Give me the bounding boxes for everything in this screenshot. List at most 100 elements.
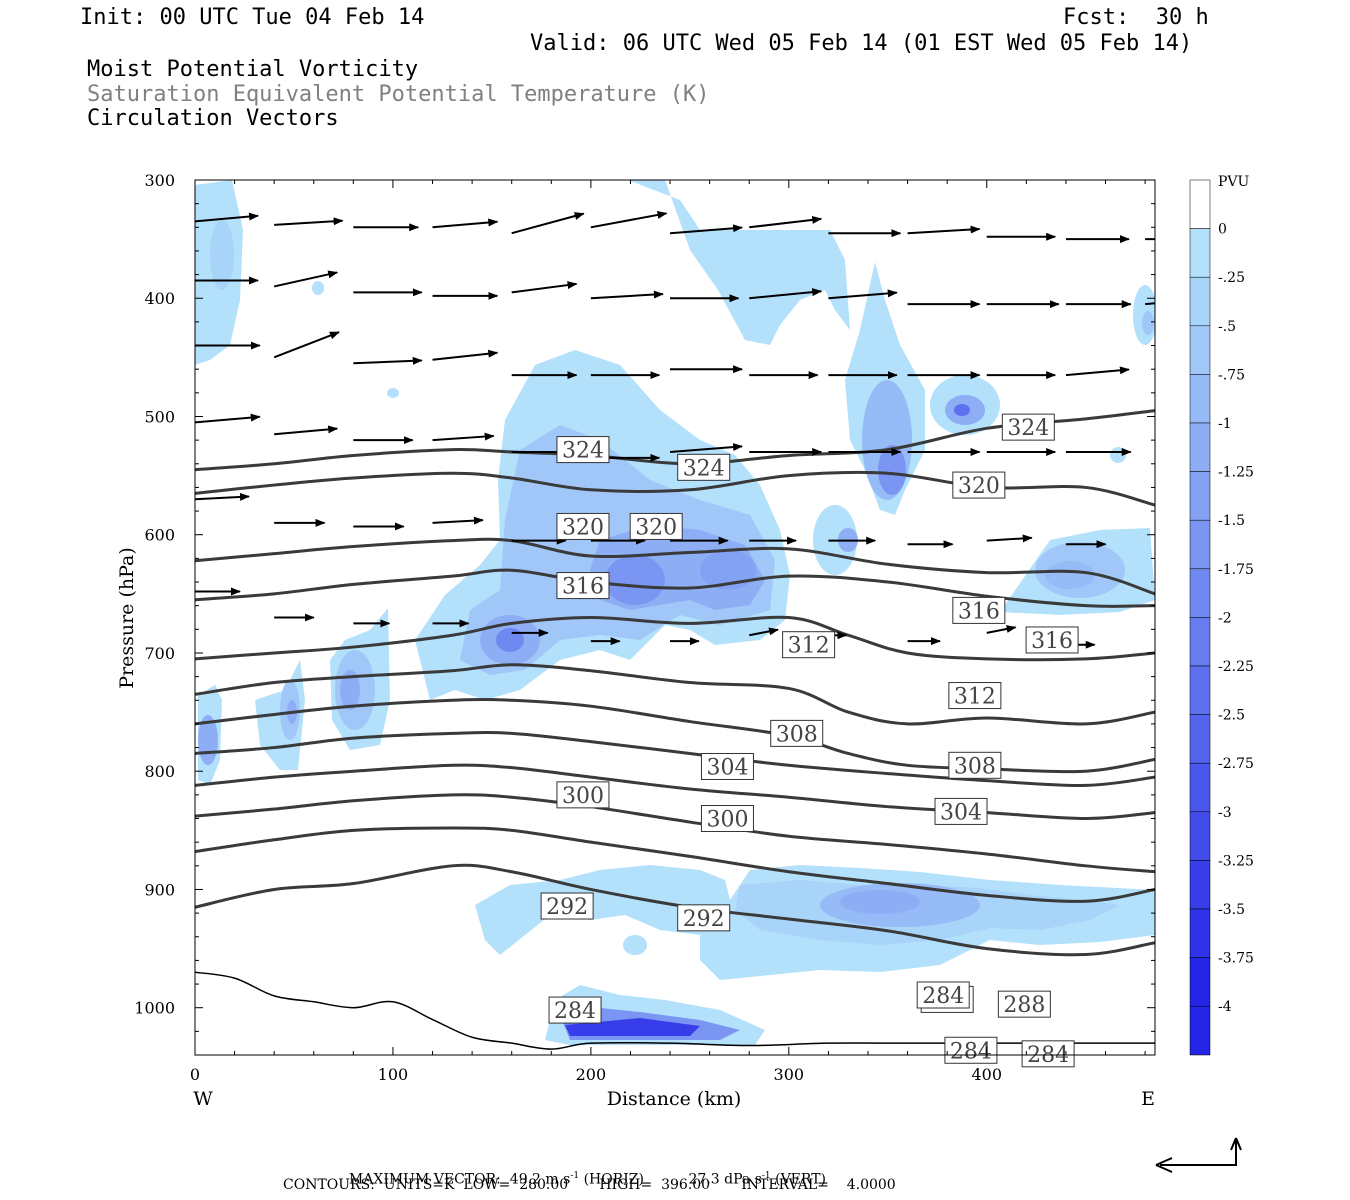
colorbar-seg-6 — [1189, 519, 1211, 570]
east-label: E — [1141, 1088, 1155, 1110]
contour-label-box-7 — [952, 596, 1006, 624]
field-title-mpv: Moist Potential Vorticity — [87, 57, 419, 82]
colorbar-label-13: -3.25 — [1218, 853, 1254, 869]
horiz-tag: (HORIZ) — [583, 1171, 644, 1188]
isentrope-308-4 — [195, 615, 1155, 662]
colorbar-unit-label: PVU — [1218, 174, 1250, 190]
vector-arrow-3 — [432, 218, 499, 229]
contour-label-8: 316 — [1031, 629, 1073, 654]
colorbar-seg-2 — [1189, 325, 1211, 375]
vector-arrow-38 — [195, 413, 261, 424]
max-vector-horiz: 49.2 m s — [509, 1171, 571, 1188]
colorbar-label-14: -3.5 — [1218, 902, 1245, 918]
max-vector-label: MAXIMUM VECTOR: — [348, 1171, 501, 1188]
pv-shading — [195, 180, 1155, 1045]
contour-label-box-3 — [556, 512, 610, 540]
y-tick-label-2: 500 — [144, 407, 175, 426]
contour-label-7: 316 — [958, 599, 1000, 624]
vector-arrow-53 — [432, 516, 484, 525]
contour-label-box-2 — [1001, 413, 1055, 441]
contour-label-box-13 — [700, 752, 754, 780]
vector-arrow-6 — [669, 224, 744, 235]
colorbar-label-3: -.75 — [1218, 367, 1245, 383]
contour-label-box-11 — [770, 719, 824, 747]
colorbar-label-6: -1.5 — [1218, 513, 1245, 529]
vector-arrow-9 — [907, 225, 981, 235]
x-tick-label-2: 200 — [576, 1065, 607, 1084]
x-tick-label-0: 0 — [190, 1065, 200, 1084]
vector-arrow-44 — [669, 443, 744, 453]
contour-label-3: 320 — [562, 515, 604, 540]
contour-label-11: 308 — [776, 722, 818, 747]
colorbar-seg-15 — [1189, 957, 1211, 1007]
init-label: Init: 00 UTC Tue 04 Feb 14 — [80, 5, 425, 30]
colorbar-label-10: -2.5 — [1218, 708, 1245, 724]
y-tick-label-4: 700 — [144, 644, 175, 663]
isentrope-316-2 — [195, 537, 1155, 596]
contour-label-4: 320 — [635, 515, 677, 540]
isentrope-304-5 — [195, 663, 1155, 726]
plot-frame — [194, 179, 1156, 1056]
colorbar-label-11: -2.75 — [1218, 756, 1254, 772]
field-title-thetae: Saturation Equivalent Potential Temperat… — [87, 82, 710, 107]
contour-label-16: 300 — [706, 808, 748, 833]
colorbar-label-5: -1.25 — [1218, 465, 1254, 481]
colorbar-seg-7 — [1189, 568, 1211, 618]
colorbar-seg-13 — [1189, 860, 1211, 910]
vector-arrow-37 — [1065, 366, 1130, 377]
isentrope-288-9 — [195, 793, 1155, 874]
isentrope-286-10 — [195, 826, 1155, 903]
contour-label-box-18 — [677, 904, 731, 932]
field-title-vectors: Circulation Vectors — [87, 106, 339, 131]
west-label: W — [193, 1088, 213, 1110]
vector-arrow-60 — [986, 534, 1033, 543]
contour-label-18: 292 — [683, 907, 725, 932]
vert-tag: (VERT) — [775, 1171, 826, 1188]
contour-label-5: 320 — [958, 474, 1000, 499]
contour-label-box-8 — [1025, 626, 1079, 654]
max-vector-vert: 27.3 dPa s — [688, 1171, 762, 1188]
contour-label-17: 292 — [546, 895, 588, 920]
contour-label-box-4 — [629, 512, 683, 540]
colorbar-seg-0 — [1189, 228, 1211, 278]
colorbar-seg-8 — [1189, 617, 1211, 667]
colorbar-label-1: -.25 — [1218, 270, 1245, 286]
contours-info-line: CONTOURS: UNITS=K LOW= 280.00 HIGH= 396.… — [283, 1177, 896, 1193]
y-tick-label-0: 300 — [144, 171, 175, 190]
x-tick-label-1: 100 — [378, 1065, 409, 1084]
colorbar-seg-top — [1189, 179, 1211, 229]
colorbar-label-15: -3.75 — [1218, 951, 1254, 967]
colorbar-label-7: -1.75 — [1218, 562, 1254, 578]
contour-labels: 324 324 324 320 320 320 316 316 316 312 312 308 308 3… — [540, 413, 1079, 1068]
forecast-hour-label: Fcst: 30 h — [1063, 5, 1209, 30]
colorbar-label-4: -1 — [1218, 416, 1232, 432]
vector-arrow-27 — [273, 331, 340, 359]
y-tick-label-5: 800 — [144, 762, 175, 781]
vector-arrow-4 — [511, 212, 585, 235]
contour-label-box-0 — [556, 436, 610, 464]
colorbar-label-8: -2 — [1218, 610, 1232, 626]
vector-arrow-7 — [749, 215, 823, 229]
vector-arrow-28 — [353, 356, 423, 365]
contour-label-6: 316 — [562, 575, 604, 600]
vector-arrow-41 — [432, 432, 495, 442]
contour-label-box-5 — [952, 471, 1006, 499]
contour-label-13: 304 — [706, 755, 748, 780]
contour-label-20: 288 — [1003, 993, 1045, 1018]
vector-arrow-21 — [828, 289, 898, 300]
contour-label-1: 324 — [683, 456, 725, 481]
y-axis-label: Pressure (hPa) — [116, 547, 138, 689]
colorbar-label-0: 0 — [1218, 222, 1227, 238]
colorbar-seg-5 — [1189, 471, 1211, 521]
colorbar-seg-14 — [1189, 908, 1211, 958]
colorbar-seg-10 — [1189, 714, 1211, 764]
vector-arrow-1 — [274, 217, 344, 226]
contour-label-24: 284 — [922, 984, 964, 1009]
isentrope-296-7 — [195, 731, 1155, 787]
vector-arrow-14 — [273, 270, 339, 288]
contour-label-9: 312 — [788, 634, 830, 659]
vector-arrow-69 — [749, 627, 780, 637]
y-tick-label-3: 600 — [144, 526, 175, 545]
valid-time-label: Valid: 06 UTC Wed 05 Feb 14 (01 EST Wed … — [530, 31, 1193, 56]
